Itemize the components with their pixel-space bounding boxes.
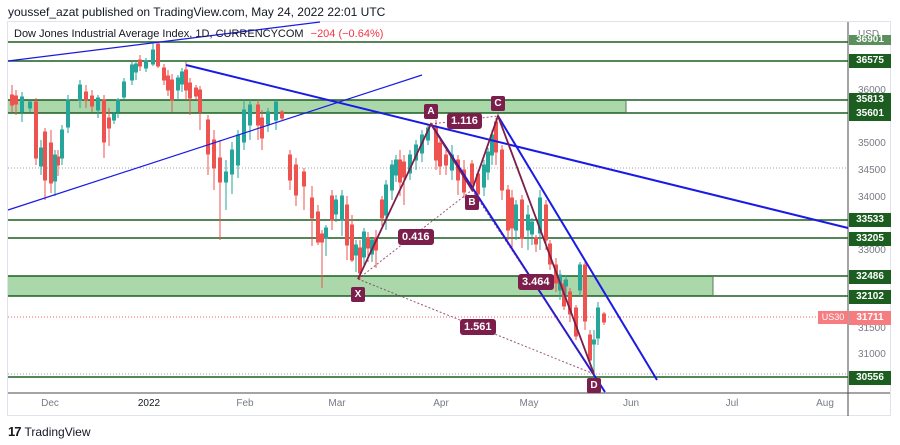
level-tag: 33205 xyxy=(849,232,891,246)
price-tick: 31500 xyxy=(858,323,886,334)
level-tag: 32102 xyxy=(849,290,891,304)
currency-label: USD xyxy=(858,29,879,40)
level-tag: 36901 xyxy=(849,35,891,45)
publisher-caption: youssef_azat published on TradingView.co… xyxy=(8,5,386,19)
ratio-label-xd[interactable]: 1.561 xyxy=(460,319,496,335)
symbol-title: Dow Jones Industrial Average Index, 1D, … xyxy=(14,28,304,40)
level-tag: 32486 xyxy=(849,270,891,284)
price-change: −204 (−0.64%) xyxy=(310,28,384,40)
level-tag: 35601 xyxy=(849,107,891,121)
ratio-label-ab[interactable]: 0.416 xyxy=(398,229,434,245)
pattern-point-b[interactable]: B xyxy=(465,195,479,210)
last-price-tag: 31711 xyxy=(849,311,891,325)
pattern-point-c[interactable]: C xyxy=(491,96,505,111)
level-tag: 35813 xyxy=(849,93,891,107)
pattern-point-x[interactable]: X xyxy=(351,287,365,302)
tradingview-logo-icon: 17 xyxy=(8,424,22,439)
price-tick: 36000 xyxy=(858,85,886,96)
price-tick: 34500 xyxy=(858,165,886,176)
price-tick: 31000 xyxy=(858,349,886,360)
price-tick: 33000 xyxy=(858,245,886,256)
price-tick: 35000 xyxy=(858,138,886,149)
ratio-label-bc[interactable]: 1.116 xyxy=(447,113,482,129)
time-tick: Feb xyxy=(236,398,254,409)
pattern-point-a[interactable]: A xyxy=(424,104,438,119)
time-tick: Jun xyxy=(622,398,640,409)
time-tick: Mar xyxy=(328,398,346,409)
ratio-label-cd[interactable]: 3.464 xyxy=(518,274,554,290)
level-tag: 36575 xyxy=(849,54,891,68)
symbol-price-tag: US30 xyxy=(818,311,848,324)
time-tick: Dec xyxy=(41,398,59,409)
time-tick: May xyxy=(519,398,539,409)
pattern-point-d[interactable]: D xyxy=(587,378,601,393)
level-tag: 30556 xyxy=(849,371,891,385)
time-tick: Aug xyxy=(816,398,834,409)
time-tick: Apr xyxy=(433,398,449,409)
level-tag: 33533 xyxy=(849,213,891,227)
brand-name: TradingView xyxy=(24,424,91,439)
price-tick: 34000 xyxy=(858,192,886,203)
tradingview-branding[interactable]: 17 TradingView xyxy=(8,424,91,439)
symbol-legend[interactable]: Dow Jones Industrial Average Index, 1D, … xyxy=(14,28,383,40)
time-tick-year: 2022 xyxy=(137,398,161,409)
time-tick: Jul xyxy=(725,398,739,409)
